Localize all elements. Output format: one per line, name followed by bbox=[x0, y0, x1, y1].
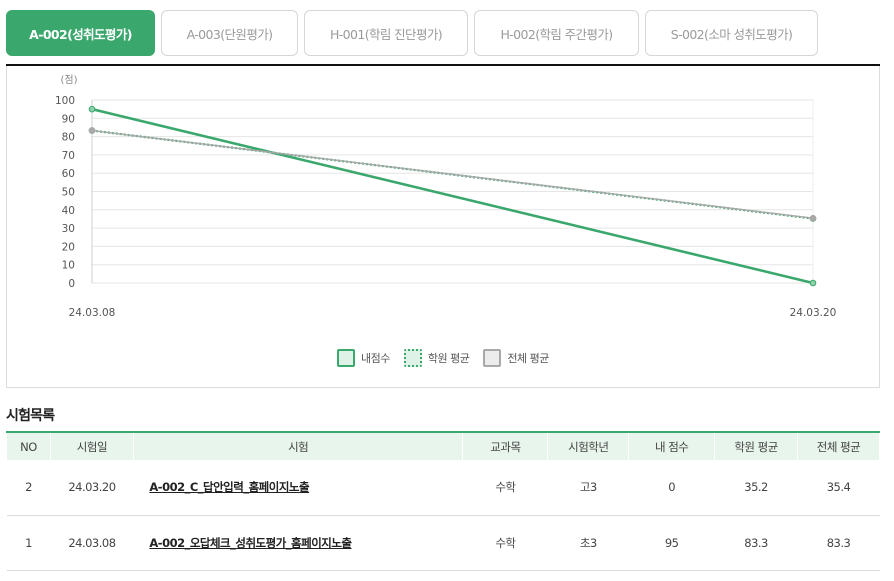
col-header-my-score: 내 점수 bbox=[628, 431, 716, 460]
tab-h001[interactable]: H-001(학림 진단평가) bbox=[304, 10, 468, 56]
cell-total-avg: 83.3 bbox=[797, 515, 880, 571]
exam-link[interactable]: A-002_오답체크_성취도평가_홈페이지노출 bbox=[133, 515, 463, 571]
cell-academy-avg: 83.3 bbox=[714, 515, 798, 571]
legend-item-total[interactable]: 전체 평균 bbox=[483, 349, 549, 367]
cell-no: 1 bbox=[6, 515, 51, 571]
legend-label-academy: 학원 평균 bbox=[427, 352, 470, 365]
col-header-total-avg: 전체 평균 bbox=[797, 431, 880, 460]
score-chart-panel: (점) 0 10 20 30 40 50 60 70 80 90 100 24.03.08 24.03.2… bbox=[6, 66, 880, 388]
legend-swatch-total bbox=[483, 349, 502, 367]
col-header-academy-avg: 학원 평균 bbox=[714, 431, 799, 460]
col-header-date: 시험일 bbox=[49, 431, 134, 460]
cell-my-score: 0 bbox=[628, 460, 715, 516]
cell-subject: 수학 bbox=[462, 515, 548, 571]
table-row: 1 24.03.08 A-002_오답체크_성취도평가_홈페이지노출 수학 초3… bbox=[6, 515, 880, 571]
cell-total-avg: 35.4 bbox=[797, 460, 880, 516]
cell-date: 24.03.20 bbox=[50, 460, 134, 516]
tab-s002[interactable]: S-002(소마 성취도평가) bbox=[645, 10, 818, 56]
y-tick-label: 30 bbox=[62, 223, 75, 235]
data-point-2 bbox=[809, 214, 817, 222]
tab-h002[interactable]: H-002(학림 주간평가) bbox=[474, 10, 639, 56]
legend-swatch-academy bbox=[403, 349, 422, 367]
table-row: 2 24.03.20 A-002_C_답안입력_홈페이지노출 수학 고3 0 3… bbox=[6, 460, 880, 516]
col-header-exam: 시험 bbox=[132, 431, 464, 460]
y-tick-label: 80 bbox=[62, 132, 75, 144]
y-unit-label: (점) bbox=[60, 74, 77, 86]
series-line-0 bbox=[91, 107, 814, 285]
exam-table: NO 시험일 시험 교과목 시험학년 내 점수 학원 평균 전체 평균 2 24… bbox=[6, 431, 880, 571]
col-header-subject: 교과목 bbox=[462, 431, 549, 460]
legend-item-mine[interactable]: 내점수 bbox=[337, 349, 390, 367]
y-tick-label: 0 bbox=[68, 278, 75, 290]
legend-swatch-mine bbox=[337, 349, 355, 367]
exam-link[interactable]: A-002_C_답안입력_홈페이지노출 bbox=[133, 460, 463, 516]
y-tick-label: 10 bbox=[62, 260, 75, 272]
y-tick-label: 100 bbox=[55, 95, 75, 107]
cell-date: 24.03.08 bbox=[50, 515, 134, 571]
tab-a003[interactable]: A-003(단원평가) bbox=[161, 10, 298, 56]
cell-my-score: 95 bbox=[628, 515, 715, 571]
table-header-row: NO 시험일 시험 교과목 시험학년 내 점수 학원 평균 전체 평균 bbox=[6, 431, 880, 460]
chart-legend: 내점수 학원 평균 전체 평균 bbox=[337, 349, 549, 367]
col-header-grade: 시험학년 bbox=[547, 431, 630, 460]
cell-no: 2 bbox=[6, 460, 51, 516]
legend-label-total: 전체 평균 bbox=[507, 352, 549, 365]
x-tick-label: 24.03.08 bbox=[69, 307, 116, 319]
y-tick-label: 60 bbox=[62, 168, 75, 180]
data-point-0 bbox=[809, 279, 817, 287]
col-header-no: NO bbox=[6, 431, 51, 460]
cell-grade: 고3 bbox=[547, 460, 629, 516]
legend-label-mine: 내점수 bbox=[361, 352, 390, 365]
tab-divider bbox=[6, 64, 880, 66]
y-tick-label: 40 bbox=[62, 205, 75, 217]
cell-subject: 수학 bbox=[462, 460, 548, 516]
data-point-2 bbox=[88, 127, 96, 134]
y-tick-label: 70 bbox=[62, 150, 75, 162]
y-tick-label: 90 bbox=[62, 113, 75, 125]
y-tick-label: 50 bbox=[62, 187, 75, 199]
cell-grade: 초3 bbox=[547, 515, 629, 571]
cell-academy-avg: 35.2 bbox=[714, 460, 798, 516]
tab-a002[interactable]: A-002(성취도평가) bbox=[6, 10, 155, 56]
score-line-chart: (점) 0 10 20 30 40 50 60 70 80 90 100 24.03.08 24.03.2… bbox=[55, 74, 837, 319]
series-line-2 bbox=[91, 129, 814, 219]
data-point-0 bbox=[88, 105, 96, 113]
exam-list-title: 시험목록 bbox=[6, 408, 55, 424]
x-tick-label: 24.03.20 bbox=[790, 307, 837, 319]
legend-item-academy[interactable]: 학원 평균 bbox=[403, 349, 470, 367]
y-tick-label: 20 bbox=[62, 241, 75, 253]
